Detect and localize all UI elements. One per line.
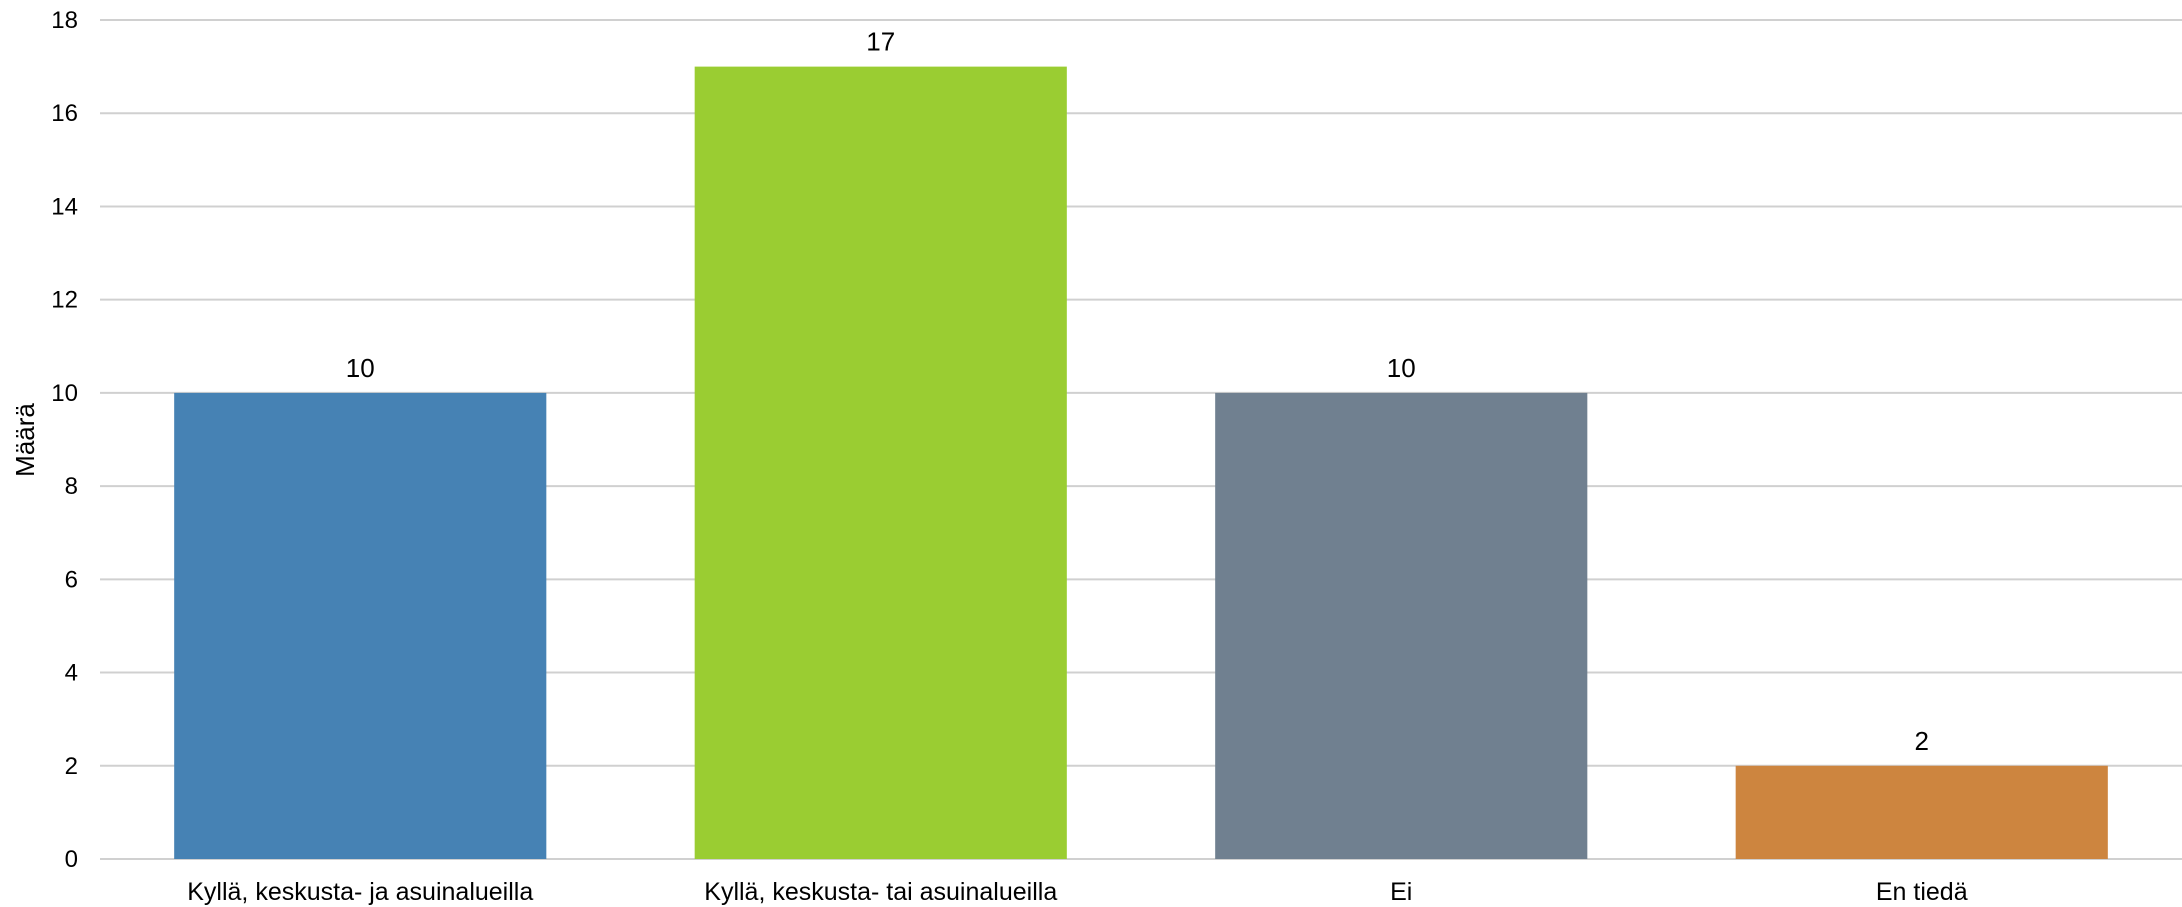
data-label: 10 xyxy=(1387,353,1416,383)
y-tick-label: 12 xyxy=(51,287,78,314)
bar xyxy=(694,66,1067,860)
bars xyxy=(174,66,2108,860)
bar xyxy=(174,392,547,859)
y-tick-label: 14 xyxy=(51,193,78,220)
y-tick-label: 8 xyxy=(65,473,78,500)
y-tick-label: 4 xyxy=(65,660,78,687)
x-axis-categories: Kyllä, keskusta- ja asuinalueilla Kyllä, … xyxy=(187,878,1967,906)
y-axis-ticks: 0 2 4 6 8 10 12 14 16 18 xyxy=(51,7,78,873)
y-tick-label: 0 xyxy=(65,846,78,873)
y-tick-label: 10 xyxy=(51,380,78,407)
x-category-label: Kyllä, keskusta- ja asuinalueilla xyxy=(187,878,533,906)
x-category-label: Ei xyxy=(1390,878,1412,906)
y-tick-label: 6 xyxy=(65,566,78,593)
y-axis-label: Määrä xyxy=(10,403,40,477)
y-tick-label: 16 xyxy=(51,100,78,127)
x-category-label: En tiedä xyxy=(1876,878,1968,906)
y-tick-label: 2 xyxy=(65,753,78,780)
data-labels: 10 17 10 2 xyxy=(346,27,1929,756)
x-category-label: Kyllä, keskusta- tai asuinalueilla xyxy=(704,878,1057,906)
data-label: 10 xyxy=(346,353,375,383)
bar xyxy=(1735,765,2108,859)
y-tick-label: 18 xyxy=(51,7,78,34)
data-label: 17 xyxy=(866,27,895,57)
data-label: 2 xyxy=(1915,726,1929,756)
bar xyxy=(1215,392,1588,859)
